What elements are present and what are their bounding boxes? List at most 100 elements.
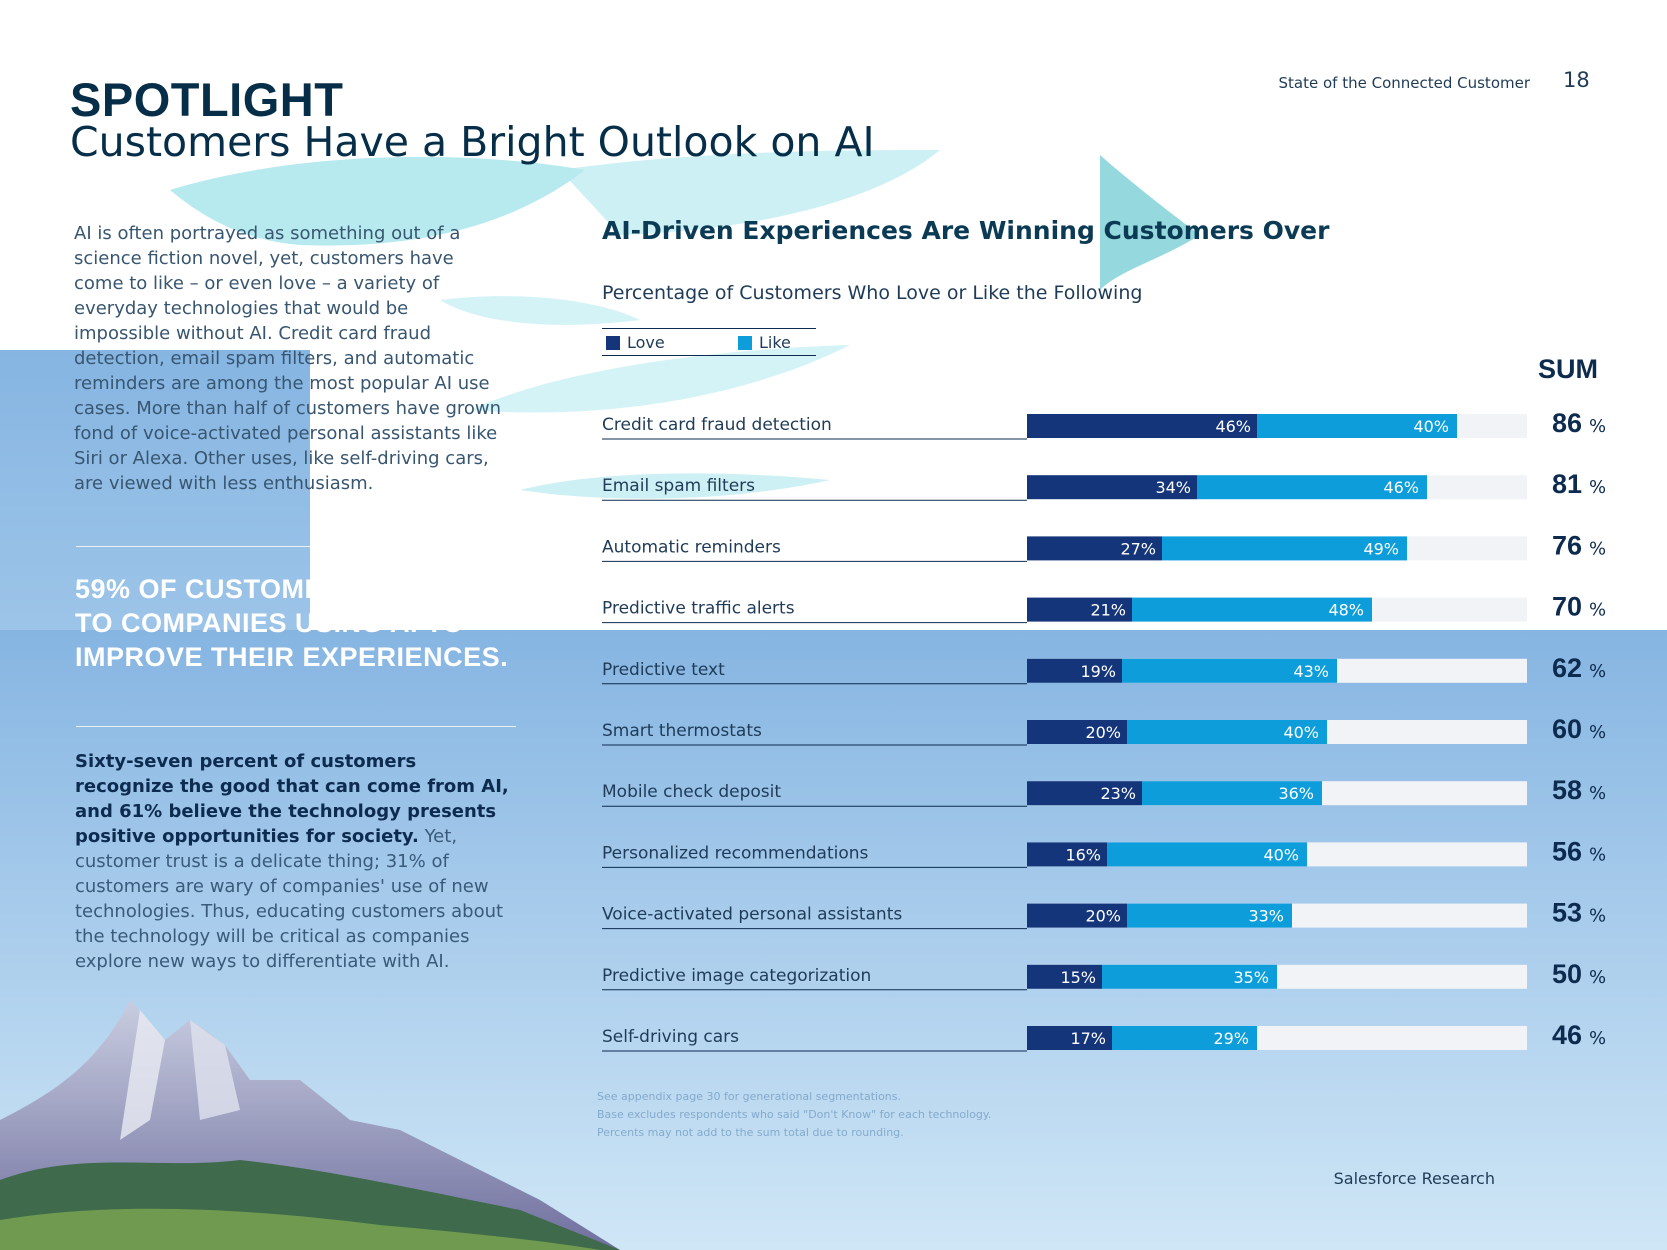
category-label: Smart thermostats <box>602 721 762 741</box>
chart-subtitle: Percentage of Customers Who Love or Like… <box>602 282 1143 304</box>
bar-love <box>1027 597 1132 622</box>
category-label: Predictive text <box>602 660 725 680</box>
label-love: 21% <box>1090 601 1126 620</box>
legend-item-love: Love <box>606 333 665 352</box>
bar-like <box>1127 903 1292 928</box>
bar-like <box>1107 842 1307 867</box>
sum-percent-sign: % <box>1589 722 1606 743</box>
label-love: 16% <box>1065 845 1101 864</box>
sum-header: SUM <box>1538 354 1598 384</box>
page-number: 18 <box>1563 68 1590 92</box>
callout-stat: 59% of customers are open to companies u… <box>75 574 514 672</box>
bar-love <box>1027 720 1127 744</box>
body-paragraph-bold: Sixty-seven percent of customers recogni… <box>75 751 509 847</box>
stacked-bar-chart: Credit card fraud detection 46% 40% 86 % Emai… <box>602 408 1606 1052</box>
bar-like <box>1122 658 1337 683</box>
bar-love <box>1027 658 1122 683</box>
label-like: 46% <box>1383 478 1419 497</box>
sum-value: 53 <box>1552 898 1582 928</box>
label-like: 36% <box>1278 784 1314 803</box>
category-label: Credit card fraud detection <box>602 415 832 435</box>
body-paragraph: Sixty-seven percent of customers recogni… <box>75 749 515 974</box>
label-like: 48% <box>1328 601 1364 620</box>
sum-value: 70 <box>1552 592 1582 622</box>
footnote-1: See appendix page 30 for generational se… <box>597 1090 901 1103</box>
label-love: 20% <box>1085 723 1121 742</box>
sum-percent-sign: % <box>1589 538 1606 559</box>
bar-like <box>1162 536 1407 561</box>
sum-value: 58 <box>1552 775 1582 805</box>
sum-value: 60 <box>1552 714 1582 744</box>
sum-percent-sign: % <box>1589 416 1606 437</box>
category-label: Voice-activated personal assistants <box>602 905 902 925</box>
eyebrow-spotlight: SPOTLIGHT <box>70 73 344 126</box>
legend-label-love: Love <box>627 333 665 352</box>
sum-value: 81 <box>1552 469 1582 499</box>
bar-love <box>1027 964 1102 989</box>
bar-love <box>1027 536 1162 561</box>
intro-paragraph: AI is often portrayed as something out o… <box>74 223 502 494</box>
sum-percent-sign: % <box>1589 783 1606 804</box>
sum-percent-sign: % <box>1589 906 1606 927</box>
bar-like <box>1132 597 1372 622</box>
bar-love <box>1027 1026 1112 1050</box>
label-like: 29% <box>1213 1029 1249 1048</box>
footnotes: See appendix page 30 for generational se… <box>597 1088 991 1142</box>
label-like: 40% <box>1413 417 1449 436</box>
category-label: Email spam filters <box>602 476 755 496</box>
legend-item-like: Like <box>738 333 791 352</box>
sum-value: 56 <box>1552 836 1582 866</box>
category-label: Mobile check deposit <box>602 782 781 802</box>
bar-like <box>1127 720 1327 744</box>
bar-love <box>1027 781 1142 806</box>
bar-like <box>1112 1026 1257 1050</box>
label-love: 19% <box>1080 662 1116 681</box>
label-like: 40% <box>1283 723 1319 742</box>
bar-like <box>1257 414 1457 438</box>
sum-value: 50 <box>1552 959 1582 989</box>
brush-strokes <box>170 150 1200 499</box>
bar-love <box>1027 842 1107 867</box>
sum-value: 46 <box>1552 1020 1582 1050</box>
legend-swatch-like <box>738 335 752 350</box>
bar-like <box>1197 475 1427 500</box>
chart-legend: Love Like <box>602 328 816 356</box>
bar-love <box>1027 903 1127 928</box>
footnote-3: Percents may not add to the sum total du… <box>597 1126 904 1139</box>
label-love: 20% <box>1085 907 1121 926</box>
category-label: Automatic reminders <box>602 537 781 557</box>
label-like: 35% <box>1233 968 1269 987</box>
divider-bottom <box>76 726 516 727</box>
legend-swatch-love <box>606 335 620 350</box>
sum-percent-sign: % <box>1589 967 1606 988</box>
mountain <box>0 1000 620 1250</box>
category-label: Personalized recommendations <box>602 843 869 863</box>
bar-like <box>1102 964 1277 989</box>
category-label: Predictive image categorization <box>602 966 871 986</box>
document-title: State of the Connected Customer <box>1278 74 1530 92</box>
footnote-2: Base excludes respondents who said "Don'… <box>597 1108 992 1121</box>
label-love: 23% <box>1100 784 1136 803</box>
bar-like <box>1142 781 1322 806</box>
category-label: Self-driving cars <box>602 1027 739 1047</box>
sum-percent-sign: % <box>1589 661 1606 682</box>
label-love: 17% <box>1070 1029 1106 1048</box>
body-paragraph-rest: Yet, customer trust is a delicate thing;… <box>75 826 504 972</box>
label-love: 46% <box>1215 417 1251 436</box>
page-title: Customers Have a Bright Outlook on AI <box>70 118 875 166</box>
sum-percent-sign: % <box>1589 600 1606 621</box>
bar-love <box>1027 414 1257 438</box>
legend-label-like: Like <box>759 333 791 352</box>
label-love: 34% <box>1155 478 1191 497</box>
label-like: 49% <box>1363 539 1399 558</box>
label-love: 27% <box>1120 539 1156 558</box>
footer-brand: Salesforce Research <box>1333 1169 1495 1188</box>
divider-top <box>76 546 516 547</box>
sum-value: 76 <box>1552 530 1582 560</box>
category-label: Predictive traffic alerts <box>602 599 795 619</box>
label-like: 33% <box>1248 907 1284 926</box>
label-love: 15% <box>1060 968 1096 987</box>
sum-percent-sign: % <box>1589 477 1606 498</box>
chart-title: AI-Driven Experiences Are Winning Custom… <box>602 216 1330 245</box>
sum-percent-sign: % <box>1589 1028 1606 1049</box>
